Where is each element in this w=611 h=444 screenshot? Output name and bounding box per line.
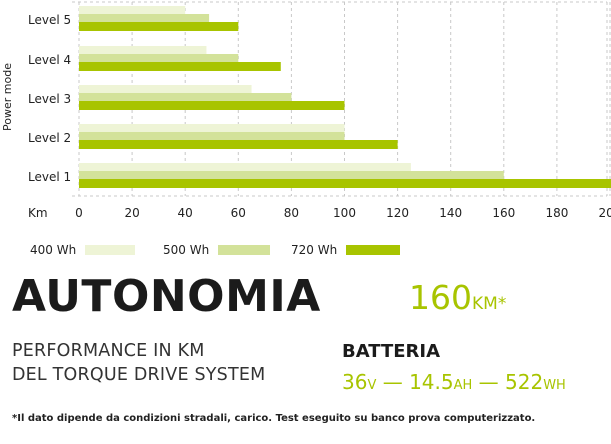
battery-capacity: 14.5 bbox=[409, 370, 454, 394]
category-label: Level 5 bbox=[28, 13, 71, 27]
battery-voltage-unit: V bbox=[367, 378, 377, 393]
battery-energy: 522 bbox=[505, 370, 544, 394]
range-bar-chart: Level 1 Level 2 Level 3 Level 4 Level 5 0 20 4… bbox=[1, 1, 611, 220]
bar-500-wh-level-4 bbox=[79, 54, 239, 63]
category-label: Level 1 bbox=[28, 170, 71, 184]
bar-400-wh-level-2 bbox=[79, 124, 345, 133]
x-tick-label: 0 bbox=[75, 206, 83, 220]
battery-capacity-unit: AH bbox=[453, 378, 473, 393]
range-unit: KM* bbox=[472, 294, 507, 314]
legend-label: 720 Wh bbox=[291, 243, 338, 257]
bar-400-wh-level-5 bbox=[79, 6, 186, 15]
subtitle: PERFORMANCE IN KM DEL TORQUE DRIVE SYSTE… bbox=[12, 339, 265, 387]
battery-energy-unit: WH bbox=[543, 378, 566, 393]
legend-item: 720 Wh bbox=[291, 241, 401, 259]
x-tick-label: 80 bbox=[284, 206, 299, 220]
bar-500-wh-level-2 bbox=[79, 132, 345, 141]
bar-720-wh-level-3 bbox=[79, 101, 345, 110]
category-label: Level 3 bbox=[28, 92, 71, 106]
legend-item: 500 Wh bbox=[163, 241, 271, 259]
range-value: 160KM* bbox=[409, 278, 506, 317]
spec-dash-2: — bbox=[478, 370, 499, 394]
x-tick-label: 180 bbox=[545, 206, 568, 220]
subtitle-line-2: DEL TORQUE DRIVE SYSTEM bbox=[12, 365, 266, 385]
chart-bars bbox=[79, 6, 611, 188]
range-number: 160 bbox=[409, 278, 472, 317]
spec-dash-1: — bbox=[382, 370, 403, 394]
bar-500-wh-level-1 bbox=[79, 171, 504, 180]
bar-500-wh-level-3 bbox=[79, 93, 292, 102]
legend-swatch bbox=[85, 245, 136, 255]
bar-720-wh-level-1 bbox=[79, 179, 611, 188]
x-tick-label: 100 bbox=[333, 206, 356, 220]
x-tick-label: 40 bbox=[178, 206, 193, 220]
x-tick-label: 60 bbox=[231, 206, 246, 220]
legend-swatch bbox=[218, 245, 271, 255]
legend-item: 400 Wh bbox=[30, 241, 136, 259]
footnote: *Il dato dipende da condizioni stradali,… bbox=[12, 413, 536, 424]
battery-voltage: 36 bbox=[342, 370, 368, 394]
bar-500-wh-level-5 bbox=[79, 14, 210, 23]
legend-label: 400 Wh bbox=[30, 243, 77, 257]
x-tick-label: 120 bbox=[386, 206, 409, 220]
x-tick-label: 140 bbox=[439, 206, 462, 220]
bar-720-wh-level-2 bbox=[79, 140, 398, 149]
category-label: Level 4 bbox=[28, 53, 71, 67]
x-tick-label: 200 bbox=[599, 206, 611, 220]
bar-400-wh-level-3 bbox=[79, 85, 252, 94]
x-unit-label: Km bbox=[28, 206, 48, 220]
battery-specs: 36V — 14.5AH — 522WH bbox=[342, 370, 566, 394]
legend-swatch bbox=[346, 245, 401, 255]
x-tick-label: 20 bbox=[124, 206, 139, 220]
headline-title: AUTONOMIA bbox=[12, 271, 321, 322]
category-label: Level 2 bbox=[28, 131, 71, 145]
bar-720-wh-level-4 bbox=[79, 62, 281, 71]
bar-720-wh-level-5 bbox=[79, 22, 239, 31]
x-tick-label: 160 bbox=[492, 206, 515, 220]
bar-400-wh-level-4 bbox=[79, 46, 207, 55]
x-tick-labels: 0 20 40 60 80 100 120 140 160 180 200 bbox=[75, 206, 611, 220]
legend-label: 500 Wh bbox=[163, 243, 210, 257]
subtitle-line-1: PERFORMANCE IN KM bbox=[12, 341, 205, 361]
bar-400-wh-level-1 bbox=[79, 163, 411, 172]
y-axis-label: Power mode bbox=[1, 63, 14, 131]
battery-title: BATTERIA bbox=[342, 341, 441, 362]
category-labels: Level 1 Level 2 Level 3 Level 4 Level 5 bbox=[28, 13, 71, 184]
